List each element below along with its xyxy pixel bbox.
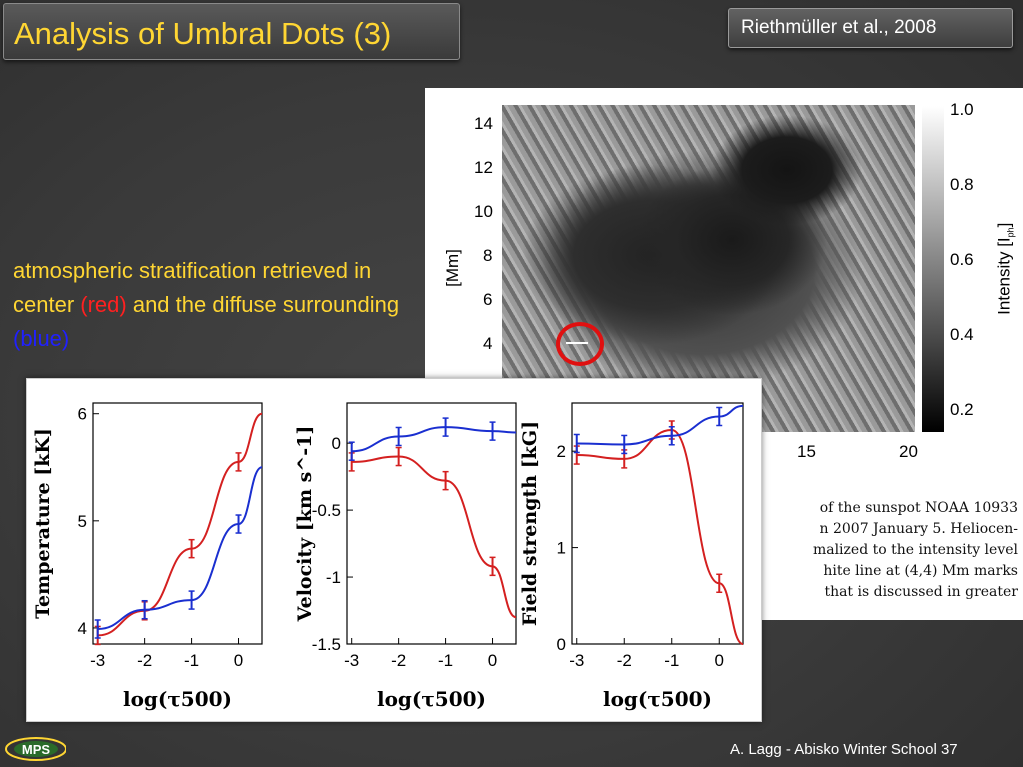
y-axis-label: Field strength [kG] — [519, 421, 541, 626]
sunspot-y-axis-label: [Mm] — [443, 249, 462, 287]
description-red: (red) — [80, 292, 127, 317]
x-tick-label: -2 — [391, 651, 406, 670]
colorbar-tick: 0.8 — [950, 175, 974, 194]
x-axis-label: log(τ500) — [603, 687, 712, 711]
x-axis-label: log(τ500) — [123, 687, 232, 711]
caption-line: of the sunspot NOAA 10933 — [819, 500, 1018, 516]
colorbar-label-end: ] — [994, 222, 1014, 228]
x-tick-label: 0 — [488, 651, 497, 670]
figure-caption: of the sunspot NOAA 10933 n 2007 January… — [760, 498, 1018, 603]
umbral-dot-marker-circle — [556, 322, 604, 366]
x-tick-label: -1 — [438, 651, 453, 670]
caption-line: n 2007 January 5. Heliocen- — [819, 521, 1019, 537]
colorbar-tick: 0.6 — [950, 250, 974, 269]
sunspot-y-tick: 12 — [474, 158, 493, 177]
sunspot-x-tick: 20 — [899, 442, 918, 461]
caption-line: that is discussed in greater — [824, 584, 1018, 600]
sunspot-y-tick: 10 — [474, 202, 493, 221]
description-part2: and the diffuse surrounding — [126, 292, 400, 317]
y-tick-label: 4 — [78, 619, 87, 638]
y-tick-label: -0.5 — [312, 501, 341, 520]
series-line-red — [351, 455, 517, 619]
series-line-blue — [97, 466, 263, 631]
x-tick-label: -2 — [617, 651, 632, 670]
description-blue: (blue) — [13, 326, 70, 351]
x-tick-label: -3 — [569, 651, 584, 670]
plot-frame — [92, 402, 263, 645]
mps-logo-text: MPS — [22, 742, 51, 757]
y-tick-label: -1.5 — [312, 635, 341, 654]
x-tick-label: -1 — [664, 651, 679, 670]
y-tick-label: 5 — [78, 512, 87, 531]
title-bar: Analysis of Umbral Dots (3) — [3, 3, 460, 60]
sunspot-y-tick: 4 — [483, 334, 493, 353]
colorbar-label-text: Intensity [I — [994, 237, 1014, 315]
y-axis-label: Temperature [kK] — [32, 428, 54, 619]
x-tick-label: -3 — [344, 651, 359, 670]
caption-line: hite line at (4,4) Mm marks — [823, 563, 1018, 579]
x-tick-label: 0 — [715, 651, 724, 670]
slide-title: Analysis of Umbral Dots (3) — [14, 16, 392, 51]
y-axis-label: Velocity [km s^-1] — [294, 426, 316, 623]
y-tick-label: -1 — [326, 568, 341, 587]
intensity-colorbar — [922, 106, 944, 432]
slide-footer: A. Lagg - Abisko Winter School 37 — [730, 741, 958, 758]
sunspot-x-tick: 15 — [797, 442, 816, 461]
sunspot-y-tick: 14 — [474, 114, 493, 133]
x-axis-label: log(τ500) — [377, 687, 486, 711]
description-part1: atmospheric stratification retrieved in … — [13, 258, 372, 317]
description-text: atmospheric stratification retrieved in … — [13, 254, 425, 356]
colorbar-tick: 0.2 — [950, 400, 974, 419]
y-tick-label: 0 — [557, 635, 566, 654]
x-tick-label: -3 — [90, 651, 105, 670]
x-tick-label: -2 — [137, 651, 152, 670]
sunspot-image — [502, 105, 915, 432]
y-tick-label: 2 — [557, 442, 566, 461]
colorbar-tick: 0.4 — [950, 325, 974, 344]
sunspot-y-tick: 8 — [483, 246, 493, 265]
y-tick-label: 1 — [557, 539, 566, 558]
reference-box: Riethmüller et al., 2008 — [728, 8, 1013, 48]
mps-logo: MPS — [5, 737, 66, 761]
x-tick-label: -1 — [184, 651, 199, 670]
series-line-red — [576, 428, 744, 645]
y-tick-label: 0 — [332, 434, 341, 453]
colorbar-tick: 1.0 — [950, 100, 974, 119]
reference-text: Riethmüller et al., 2008 — [741, 17, 937, 38]
stratification-plots: -3 -2 -1 0 4 5 6 log(τ500) Temperature [kK] -3 -2 -… — [32, 402, 744, 711]
colorbar-label: Intensity [Iph] — [994, 189, 1015, 349]
x-tick-label: 0 — [234, 651, 243, 670]
plot-frame — [571, 402, 744, 645]
caption-line: malized to the intensity level — [812, 542, 1018, 558]
plot-frame — [346, 402, 517, 645]
series-line-blue — [351, 426, 517, 453]
stratification-plots-panel: -3 -2 -1 0 4 5 6 log(τ500) Temperature [kK] -3 -2 -… — [26, 378, 762, 722]
colorbar-label-subscript: ph — [1005, 227, 1016, 238]
y-tick-label: 6 — [78, 405, 87, 424]
sunspot-y-tick: 6 — [483, 290, 493, 309]
umbral-dot-white-line — [566, 342, 588, 344]
